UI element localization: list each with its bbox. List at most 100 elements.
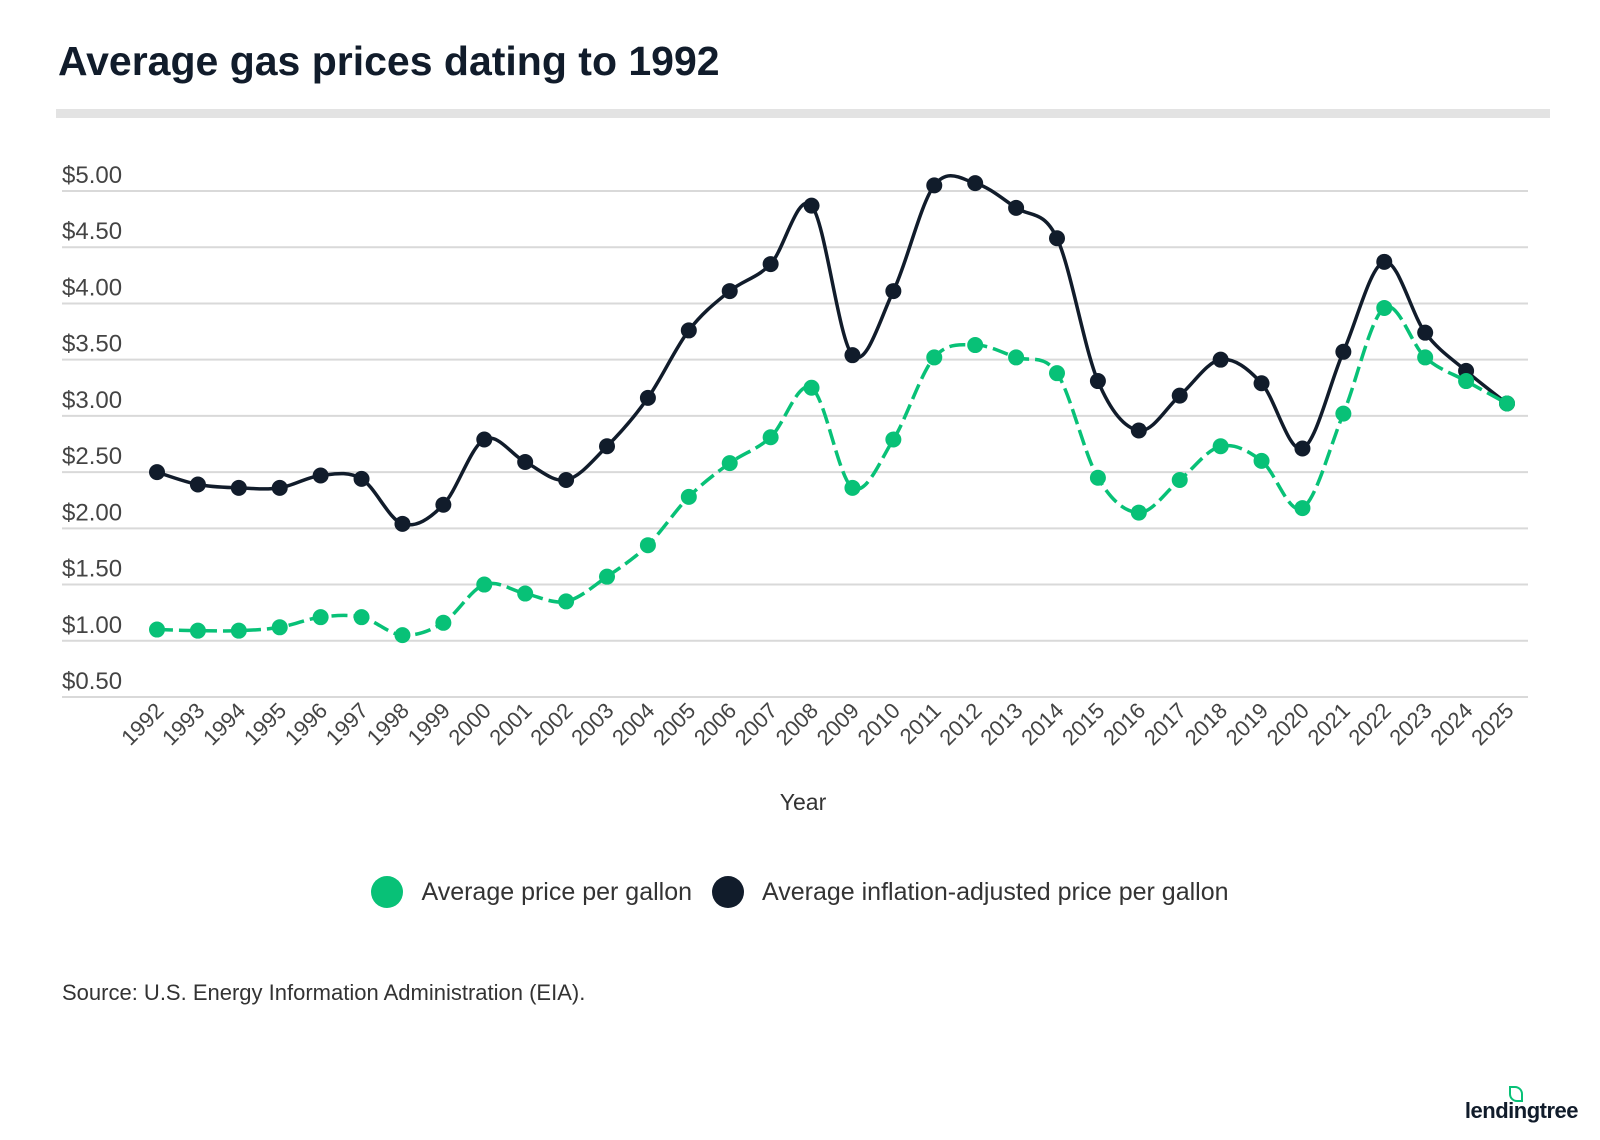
data-point-adjusted-1992 [149,464,165,481]
data-point-adjusted-2015 [1089,373,1106,390]
data-point-nominal-1995 [271,619,288,636]
x-tick-label: 2003 [566,698,618,750]
legend-label-adjusted: Average inflation-adjusted price per gal… [762,877,1229,906]
data-point-adjusted-1995 [271,479,288,496]
data-point-nominal-2015 [1089,469,1106,486]
x-tick-label: 2018 [1180,698,1232,750]
x-tick-label: 2017 [1139,698,1191,750]
data-point-nominal-2006 [721,455,738,472]
x-tick-label: 2009 [812,698,864,750]
leaf-icon [1508,1086,1523,1102]
data-point-adjusted-2006 [721,283,738,300]
y-tick-label: $2.00 [62,499,122,526]
data-point-adjusted-2005 [680,322,697,339]
data-point-nominal-2008 [803,379,820,396]
x-tick-label: 2014 [1016,698,1068,750]
x-tick-label: 1998 [362,698,414,750]
data-point-adjusted-2007 [762,256,779,273]
data-point-nominal-2010 [885,431,902,448]
x-tick-label: 2015 [1057,698,1109,750]
y-tick-label: $3.50 [62,331,122,358]
data-point-adjusted-2012 [967,175,984,192]
data-point-nominal-2025 [1499,395,1515,412]
data-point-adjusted-2016 [1130,422,1147,439]
data-point-adjusted-1997 [353,470,370,487]
data-point-adjusted-2021 [1335,343,1352,360]
x-tick-label: 2000 [444,698,496,750]
series-line-nominal [156,304,1508,637]
lendingtree-logo: lendingtree [1465,1086,1579,1124]
data-point-adjusted-2002 [558,471,575,488]
x-tick-label: 1993 [157,698,209,750]
x-tick-label: 2022 [1344,698,1396,750]
data-point-nominal-2011 [926,349,943,366]
legend-label-nominal: Average price per gallon [421,877,693,906]
data-point-adjusted-2014 [1049,230,1065,247]
source-note: Source: U.S. Energy Information Administ… [62,980,586,1005]
y-tick-label: $3.00 [62,387,122,414]
data-point-adjusted-2011 [926,177,943,194]
data-point-adjusted-2010 [885,283,902,300]
line-chart: $0.50 $1.00 $1.50 $2.00 $2.50 $3.00 $3.50 $4.00… [62,162,1528,815]
x-tick-label: 2004 [607,698,659,750]
data-point-nominal-2024 [1458,373,1475,390]
x-tick-label: 2012 [934,698,986,750]
data-point-nominal-2004 [639,537,656,554]
x-tick-label: 1997 [321,698,373,750]
data-point-adjusted-1993 [189,476,206,493]
legend-marker-adjusted [712,876,745,908]
data-point-nominal-2013 [1008,349,1025,366]
data-point-nominal-2017 [1171,471,1188,488]
legend-item-adjusted: Average inflation-adjusted price per gal… [712,876,1229,908]
data-point-nominal-2016 [1130,504,1147,521]
data-point-adjusted-1998 [394,515,411,532]
data-point-adjusted-2023 [1417,324,1434,341]
data-point-nominal-1993 [189,622,206,639]
x-tick-label: 2024 [1425,698,1477,750]
x-tick-label: 2008 [771,698,823,750]
data-point-nominal-1997 [353,609,370,626]
data-point-nominal-2020 [1294,500,1311,517]
y-tick-label: $2.50 [62,443,122,470]
data-point-nominal-2023 [1417,349,1434,366]
data-point-adjusted-1994 [230,479,247,496]
x-tick-label: 2016 [1098,698,1150,750]
data-point-nominal-1992 [149,621,165,638]
data-point-adjusted-2004 [639,389,656,406]
data-point-nominal-2001 [517,585,534,602]
y-tick-label: $4.50 [62,218,122,245]
data-point-adjusted-2000 [476,431,493,448]
x-tick-label: 2023 [1384,698,1436,750]
data-point-adjusted-2019 [1253,375,1270,392]
chart-title: Average gas prices dating to 1992 [58,38,720,84]
data-point-nominal-2014 [1049,365,1065,382]
x-tick-label: 2025 [1466,698,1518,750]
data-point-nominal-2007 [762,429,779,446]
x-tick-label: 1996 [280,698,332,750]
y-tick-label: $1.00 [62,612,122,639]
data-point-adjusted-2018 [1212,351,1229,368]
data-point-adjusted-1999 [435,496,452,513]
x-tick-label: 1992 [116,698,168,750]
x-tick-label: 1994 [198,698,250,750]
data-point-adjusted-1996 [312,467,329,484]
data-point-adjusted-2020 [1294,440,1311,457]
x-tick-label: 2013 [975,698,1027,750]
x-tick-label: 1995 [239,698,291,750]
data-point-nominal-2019 [1253,452,1270,469]
x-tick-label: 2005 [648,698,700,750]
data-point-adjusted-2022 [1376,253,1393,270]
x-tick-label: 2019 [1221,698,1273,750]
x-tick-label: 2001 [484,698,536,750]
x-axis-label: Year [780,789,827,815]
x-tick-label: 1999 [403,698,455,750]
data-point-nominal-1994 [230,622,247,639]
y-tick-label: $1.50 [62,556,122,583]
y-tick-label: $5.00 [62,162,122,189]
data-point-nominal-2000 [476,576,493,593]
data-point-nominal-2021 [1335,405,1352,422]
x-tick-label: 2021 [1303,698,1355,750]
legend: Average price per gallon Average inflati… [0,876,1600,908]
y-tick-label: $0.50 [62,668,122,695]
x-tick-label: 2002 [525,698,577,750]
